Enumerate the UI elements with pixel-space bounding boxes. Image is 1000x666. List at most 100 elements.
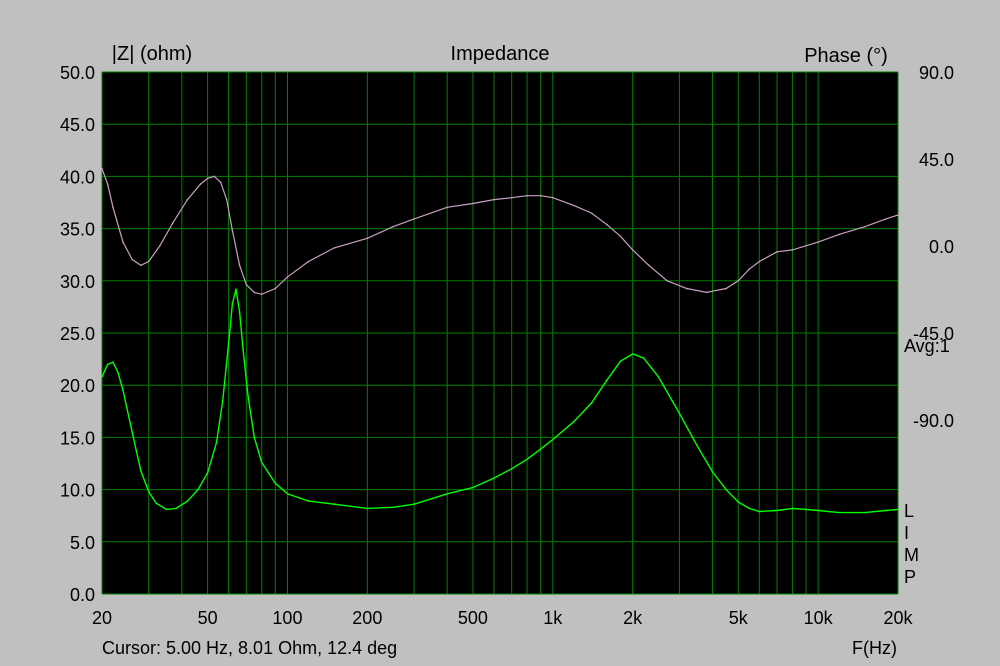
impedance-data-point [286, 492, 289, 495]
phase-data-point [131, 258, 134, 261]
y-tick-label: 35.0 [60, 220, 95, 240]
phase-data-point [147, 260, 150, 263]
impedance-series-line [101, 289, 899, 514]
impedance-data-point [333, 503, 335, 506]
impedance-data-point [696, 444, 698, 447]
phase-data-point [838, 233, 840, 236]
impedance-data-point [197, 488, 199, 491]
y2-tick-label: 45.0 [919, 150, 954, 170]
y-tick-label: 15.0 [60, 428, 95, 448]
impedance-data-point [725, 488, 727, 491]
phase-data-point [791, 249, 794, 251]
phase-data-point [606, 223, 608, 226]
y-tick-label: 0.0 [70, 585, 95, 605]
impedance-data-point [227, 342, 230, 345]
x-tick-label: 20k [883, 608, 913, 628]
impedance-data-point [186, 500, 189, 502]
impedance-data-point [619, 360, 622, 362]
phase-data-point [245, 283, 248, 286]
impedance-data-point [247, 394, 249, 397]
x-tick-label: 10k [804, 608, 834, 628]
phase-data-point [366, 237, 369, 240]
phase-data-point [573, 204, 575, 207]
impedance-data-point [117, 371, 119, 374]
impedance-data-point [231, 302, 234, 305]
impedance-data-point [235, 288, 237, 290]
phase-data-point [551, 196, 554, 199]
impedance-data-point [253, 436, 256, 439]
impedance-data-point [366, 507, 369, 510]
impedance-data-point [678, 412, 681, 415]
impedance-data-point [175, 507, 177, 510]
impedance-data-point [631, 353, 634, 355]
phase-data-point [590, 212, 593, 214]
impedance-data-point [446, 492, 449, 495]
impedance-data-point [147, 490, 150, 493]
impedance-data-point [206, 472, 209, 474]
phase-data-point [647, 264, 650, 267]
phase-data-point [885, 218, 887, 220]
limp-letter-l: L [904, 501, 914, 521]
impedance-data-point [413, 503, 415, 506]
impedance-data-point [221, 400, 224, 402]
y2-tick-label: 0.0 [929, 237, 954, 257]
phase-data-point [705, 291, 708, 294]
limp-letter-p: P [904, 567, 916, 587]
impedance-data-point [606, 379, 608, 381]
x-tick-label: 50 [198, 608, 218, 628]
impedance-data-point [274, 482, 277, 485]
phase-data-point [199, 183, 202, 185]
impedance-data-point [657, 376, 660, 378]
phase-data-point [737, 280, 740, 282]
impedance-data-point [838, 511, 840, 514]
impedance-data-point [260, 461, 263, 464]
phase-data-point [748, 268, 751, 271]
impedance-data-point [897, 508, 899, 511]
impedance-data-point [155, 502, 157, 504]
x-tick-label: 2k [623, 608, 643, 628]
y2-tick-label: 90.0 [919, 63, 954, 83]
y-tick-label: 20.0 [60, 376, 95, 396]
impedance-data-point [539, 448, 542, 450]
y-tick-label: 25.0 [60, 324, 95, 344]
phase-data-point [776, 251, 778, 253]
impedance-data-point [472, 486, 474, 489]
x-tick-label: 1k [543, 608, 563, 628]
phase-data-point [510, 196, 513, 199]
impedance-data-point [748, 507, 751, 510]
phase-data-point [213, 175, 216, 178]
y2-tick-label: -90.0 [913, 411, 954, 431]
impedance-data-point [551, 438, 554, 441]
impedance-data-point [776, 509, 778, 512]
impedance-data-point [131, 431, 134, 433]
y-tick-label: 10.0 [60, 481, 95, 501]
y-tick-label: 50.0 [60, 63, 95, 83]
phase-data-point [172, 222, 174, 224]
impedance-data-point [642, 357, 645, 359]
phase-series-line [101, 168, 899, 295]
limp-letter-m: M [904, 545, 919, 565]
impedance-data-point [242, 347, 244, 350]
phase-data-point [225, 198, 228, 201]
x-tick-label: 500 [458, 608, 488, 628]
impedance-data-point [526, 458, 528, 461]
impedance-data-point [122, 389, 124, 392]
avg-label: Avg:1 [904, 336, 950, 356]
phase-data-point [101, 167, 103, 170]
right-axis-title: Phase (°) [804, 45, 888, 67]
tick-labels: 0.0 5.0 10.0 15.0 20.0 25.0 30.0 35.0 40.0 45.0 50… [60, 63, 954, 628]
phase-data-point [333, 247, 335, 249]
phase-data-point [725, 287, 727, 290]
phase-data-point [112, 206, 114, 209]
impedance-data-point [805, 508, 807, 511]
phase-data-point [139, 264, 142, 267]
phase-data-point [631, 249, 634, 251]
phase-data-point [758, 260, 761, 263]
data-points [101, 167, 899, 514]
impedance-data-point [307, 500, 310, 502]
y-tick-label: 40.0 [60, 167, 95, 187]
phase-data-point [526, 194, 528, 197]
phase-data-point [206, 177, 209, 180]
